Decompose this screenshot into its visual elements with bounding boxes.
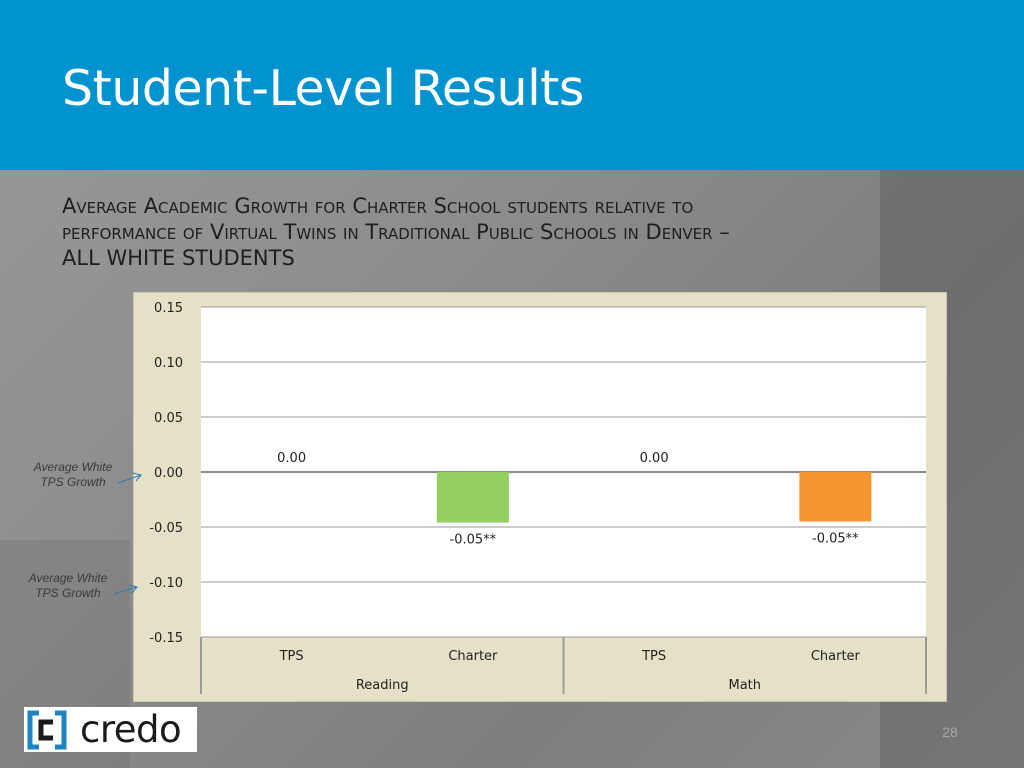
y-tick-label: -0.10 bbox=[149, 576, 183, 591]
subtitle-line-1: Average Academic Growth for Charter Scho… bbox=[62, 194, 694, 218]
x-tick-label: Charter bbox=[448, 649, 498, 664]
bar bbox=[436, 472, 509, 523]
group-label: Reading bbox=[356, 678, 409, 693]
data-label: -0.05** bbox=[812, 532, 859, 547]
x-tick-label: TPS bbox=[641, 649, 666, 664]
y-tick-label: 0.15 bbox=[154, 301, 183, 316]
y-tick-label: 0.10 bbox=[154, 356, 183, 371]
average-tps-annotation-upper: Average White TPS Growth bbox=[33, 460, 113, 489]
data-label: 0.00 bbox=[640, 451, 669, 466]
page-number: 28 bbox=[942, 724, 958, 740]
title-banner: Student-Level Results bbox=[0, 0, 1024, 170]
bar bbox=[799, 472, 872, 522]
annotation-arrow-icon bbox=[117, 472, 142, 484]
logo-text: credo bbox=[80, 708, 182, 751]
average-tps-annotation-lower: Average White TPS Growth bbox=[28, 571, 108, 600]
x-tick-label: TPS bbox=[279, 649, 304, 664]
data-label: -0.05** bbox=[450, 533, 497, 548]
credo-logo: credo bbox=[24, 707, 197, 752]
y-tick-label: 0.05 bbox=[154, 411, 183, 426]
y-tick-label: 0.00 bbox=[154, 466, 183, 481]
annotation-arrow-icon bbox=[113, 584, 138, 595]
subtitle-line-2: performance of Virtual Twins in Traditio… bbox=[62, 220, 730, 244]
group-label: Math bbox=[728, 678, 761, 693]
subtitle-line-3: ALL WHITE STUDENTS bbox=[62, 246, 295, 270]
chart-subtitle: Average Academic Growth for Charter Scho… bbox=[62, 193, 942, 271]
credo-logo-icon bbox=[27, 710, 67, 750]
y-tick-label: -0.15 bbox=[149, 631, 183, 646]
x-tick-label: Charter bbox=[811, 649, 861, 664]
page-title: Student-Level Results bbox=[62, 60, 584, 117]
y-tick-label: -0.05 bbox=[149, 521, 183, 536]
data-label: 0.00 bbox=[277, 451, 306, 466]
